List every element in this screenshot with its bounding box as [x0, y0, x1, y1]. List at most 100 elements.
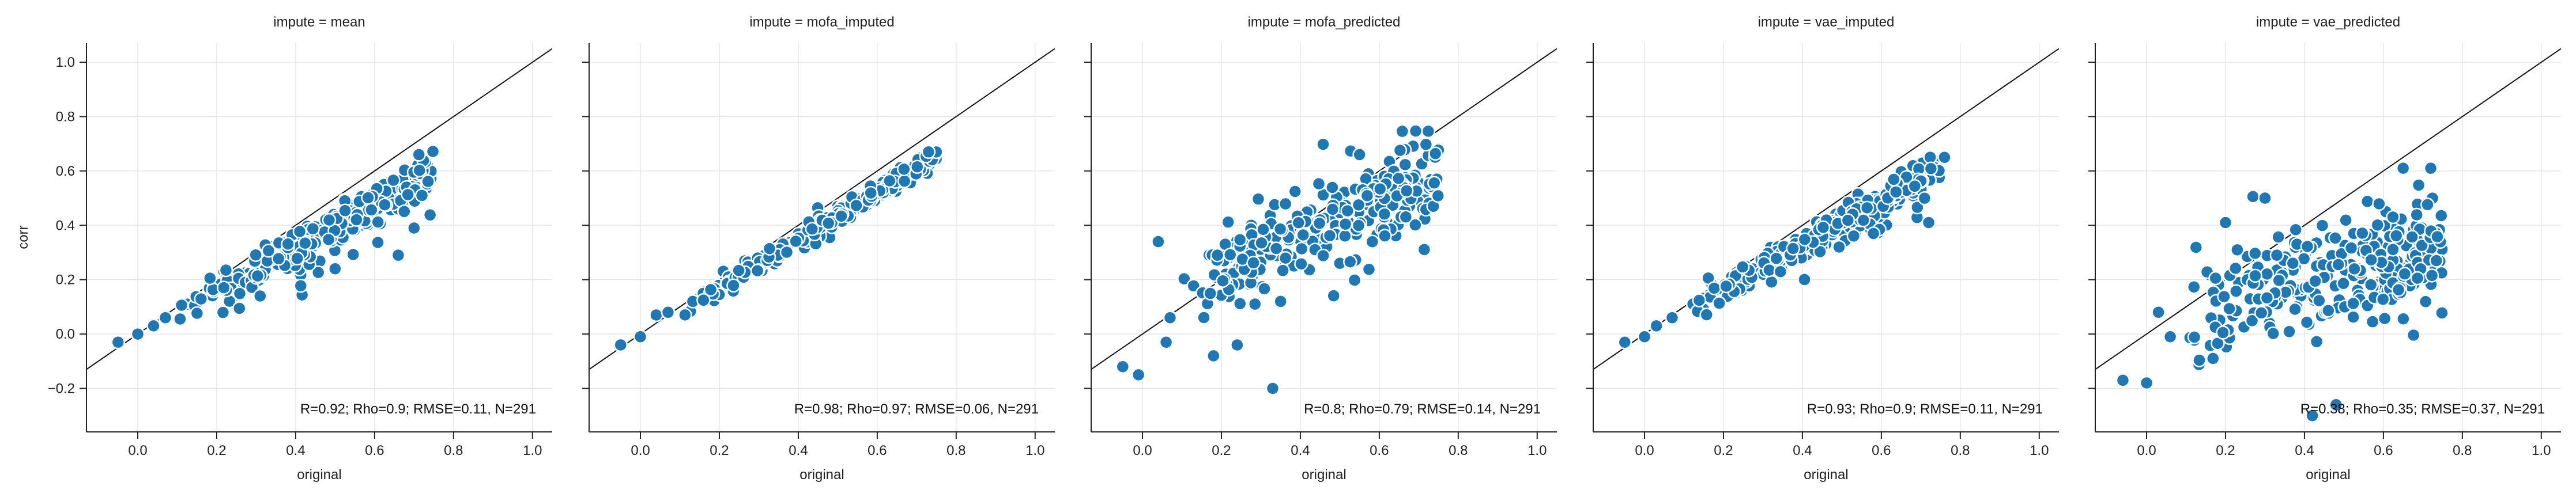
scatter-point — [371, 215, 385, 229]
scatter-point — [253, 289, 267, 303]
x-tick-label: 0.4 — [1793, 443, 1812, 458]
scatter-point — [298, 236, 312, 251]
scatter-point — [863, 185, 878, 200]
scatter-point — [1769, 251, 1784, 265]
scatter-point — [849, 198, 863, 213]
scatter-point — [1223, 248, 1238, 262]
scatter-point — [173, 312, 187, 327]
scatter-point — [281, 237, 295, 251]
scatter-point — [1399, 184, 1414, 198]
facet-title: impute = mofa_predicted — [1248, 14, 1401, 30]
scatter-point — [1846, 229, 1861, 244]
scatter-point — [1419, 137, 1434, 151]
x-tick-label: 1.0 — [2030, 443, 2049, 458]
scatter-point — [2260, 290, 2275, 305]
scatter-point — [271, 252, 286, 266]
scatter-point — [1325, 202, 1340, 217]
scatter-point — [2222, 301, 2236, 316]
scatter-point — [2435, 306, 2449, 320]
scatter-point — [1665, 310, 1680, 325]
facet-panel-vae_imputed: 0.0 0.2 0.4 0.6 0.8 1.0 original impute = vae_i… — [1586, 14, 2059, 483]
facet-panel-vae_predicted: 0.0 0.2 0.4 0.6 0.8 1.0 original impute = vae_p… — [2088, 14, 2561, 483]
scatter-point — [2418, 294, 2433, 309]
scatter-point — [321, 232, 336, 247]
scatter-point — [2420, 198, 2435, 212]
scatter-point — [1888, 185, 1903, 199]
scatter-point — [1254, 236, 1269, 251]
scatter-point — [2216, 325, 2230, 340]
scatter-point — [2397, 267, 2412, 281]
scatter-point — [1203, 286, 1217, 301]
scatter-point — [248, 248, 263, 262]
scatter-point — [678, 308, 692, 322]
scatter-point — [421, 174, 435, 189]
scatter-point — [2429, 253, 2443, 268]
scatter-point — [649, 308, 663, 322]
scatter-point — [1163, 310, 1178, 325]
scatter-point — [1338, 229, 1352, 244]
scatter-point — [1378, 229, 1392, 243]
scatter-point — [401, 187, 415, 202]
scatter-point — [1395, 124, 1410, 139]
x-axis-title: original — [1302, 467, 1346, 483]
x-tick-label: 0.6 — [1872, 443, 1891, 458]
x-tick-label: 0.2 — [207, 443, 226, 458]
scatter-point — [232, 286, 247, 301]
scatter-point — [1393, 143, 1408, 158]
y-tick-label: 0.4 — [56, 218, 75, 233]
scatter-point — [2346, 296, 2360, 311]
scatter-point — [1343, 255, 1357, 269]
scatter-point — [1736, 260, 1750, 274]
scatter-point — [1923, 161, 1938, 176]
scatter-point — [1316, 248, 1330, 263]
x-axis-title: original — [799, 467, 844, 483]
scatter-point — [882, 173, 897, 188]
scatter-point — [2430, 229, 2445, 244]
scatter-point — [1246, 256, 1261, 270]
stats-annotation: R=0.8; Rho=0.79; RMSE=0.14, N=291 — [1304, 401, 1541, 417]
y-axis-title: corr — [16, 225, 31, 249]
scatter-point — [2228, 261, 2243, 276]
scatter-point — [2266, 326, 2280, 341]
scatter-point — [2396, 312, 2411, 327]
scatter-points — [1617, 150, 1952, 350]
scatter-point — [1312, 216, 1327, 230]
scatter-point — [2363, 278, 2378, 292]
scatter-point — [203, 271, 217, 286]
scatter-point — [2206, 351, 2220, 366]
scatter-point — [2336, 276, 2351, 291]
x-tick-label: 0.8 — [1449, 443, 1468, 458]
scatter-point — [2288, 302, 2302, 317]
scatter-point — [1408, 124, 1423, 138]
x-tick-label: 0.8 — [444, 443, 463, 458]
scatter-point — [1712, 296, 1726, 310]
scatter-point — [2189, 240, 2204, 255]
scatter-point — [2271, 230, 2285, 244]
scatter-point — [789, 234, 803, 249]
scatter-point — [1177, 271, 1191, 286]
scatter-point — [2415, 238, 2429, 253]
scatter-point — [1428, 146, 1443, 161]
scatter-point — [2245, 313, 2260, 328]
scatter-point — [2151, 305, 2166, 320]
x-tick-label: 0.2 — [710, 443, 729, 458]
scatter-point — [1294, 256, 1308, 271]
y-tick-label: 0.8 — [56, 109, 75, 124]
scatter-point — [1294, 241, 1309, 256]
scatter-point — [1921, 215, 1936, 230]
x-tick-label: 0.0 — [2137, 443, 2156, 458]
scatter-point — [349, 212, 364, 227]
scatter-point — [910, 160, 925, 174]
scatter-point — [921, 145, 936, 160]
x-tick-label: 0.4 — [2295, 443, 2314, 458]
scatter-point — [2377, 311, 2392, 326]
scatter-point — [1860, 200, 1875, 215]
scatter-point — [1431, 188, 1446, 203]
scatter-point — [633, 329, 648, 344]
scatter-point — [1398, 210, 1413, 224]
scatter-point — [1326, 289, 1341, 303]
scatter-point — [1797, 232, 1812, 247]
scatter-point — [2346, 310, 2360, 324]
scatter-point — [338, 203, 352, 218]
scatter-point — [2285, 256, 2300, 271]
